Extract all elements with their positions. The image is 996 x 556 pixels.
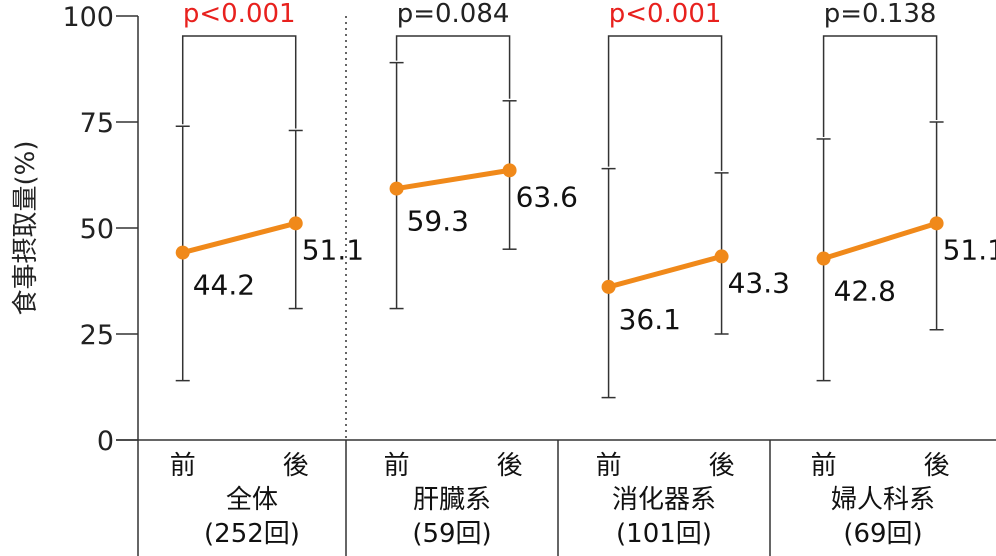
- group-2-point-before: [389, 181, 404, 196]
- group-2-count: (59回): [412, 519, 491, 549]
- group-4-point-after: [929, 216, 944, 231]
- group-4-p-label: p=0.138: [824, 0, 937, 29]
- group-2-xlabel-after: 後: [497, 451, 523, 481]
- group-1-value-after: 51.1: [302, 233, 364, 266]
- group-1-series-line: [180, 220, 299, 256]
- group-1-value-before: 44.2: [193, 269, 255, 302]
- group-1-p-bracket: [181, 35, 297, 129]
- axis-layer: 0 25 50 75 100: [62, 2, 996, 556]
- group-1-point-before: [175, 245, 190, 260]
- group-3-name: 消化器系: [612, 485, 716, 515]
- group-2-p-bracket: [395, 35, 511, 99]
- group-2-point-after: [502, 163, 517, 178]
- group-4-name: 婦人科系: [831, 485, 935, 515]
- group-2-name: 肝臓系: [413, 485, 491, 515]
- group-4-value-after: 51.1: [943, 233, 996, 266]
- group-3-xlabel-after: 後: [709, 451, 735, 481]
- group-3-xlabel-before: 前: [596, 451, 622, 481]
- group-3-value-after: 43.3: [728, 266, 790, 299]
- group-2-value-after: 63.6: [516, 180, 578, 213]
- group-2-p-label: p=0.084: [397, 0, 510, 29]
- y-tick-label-75: 75: [80, 108, 114, 139]
- y-tick-label-25: 25: [80, 320, 114, 351]
- group-2-series-line: [394, 167, 513, 192]
- group-3-series-line: [606, 253, 725, 290]
- group-3-count: (101回): [616, 519, 712, 549]
- group-3-p-label: p<0.001: [609, 0, 722, 29]
- group-4-series-line: [821, 220, 940, 262]
- group-4-p-bracket: [822, 35, 938, 137]
- group-4-point-before: [816, 251, 831, 266]
- group-4-value-before: 42.8: [834, 275, 896, 308]
- group-1-name: 全体: [226, 485, 278, 515]
- group-1-xlabel-before: 前: [170, 451, 196, 481]
- group-4-xlabel-after: 後: [924, 451, 950, 481]
- y-tick-label-100: 100: [62, 2, 114, 33]
- y-tick-label-50: 50: [80, 214, 114, 245]
- group-3-p-bracket: [607, 35, 723, 171]
- group-2-xlabel-before: 前: [384, 451, 410, 481]
- group-1-p-label: p<0.001: [183, 0, 296, 29]
- group-3-point-before: [601, 279, 616, 294]
- y-axis-label: 食事摂取量(%): [11, 141, 41, 316]
- group-3-value-before: 36.1: [619, 303, 681, 336]
- group-1-count: (252回): [204, 519, 300, 549]
- group-3-point-after: [714, 249, 729, 264]
- group-1-xlabel-after: 後: [283, 451, 309, 481]
- y-tick-label-0: 0: [97, 426, 114, 457]
- group-2-value-before: 59.3: [407, 205, 469, 238]
- group-1-point-after: [288, 216, 303, 231]
- group-4-count: (69回): [843, 519, 922, 549]
- group-4-xlabel-before: 前: [811, 451, 837, 481]
